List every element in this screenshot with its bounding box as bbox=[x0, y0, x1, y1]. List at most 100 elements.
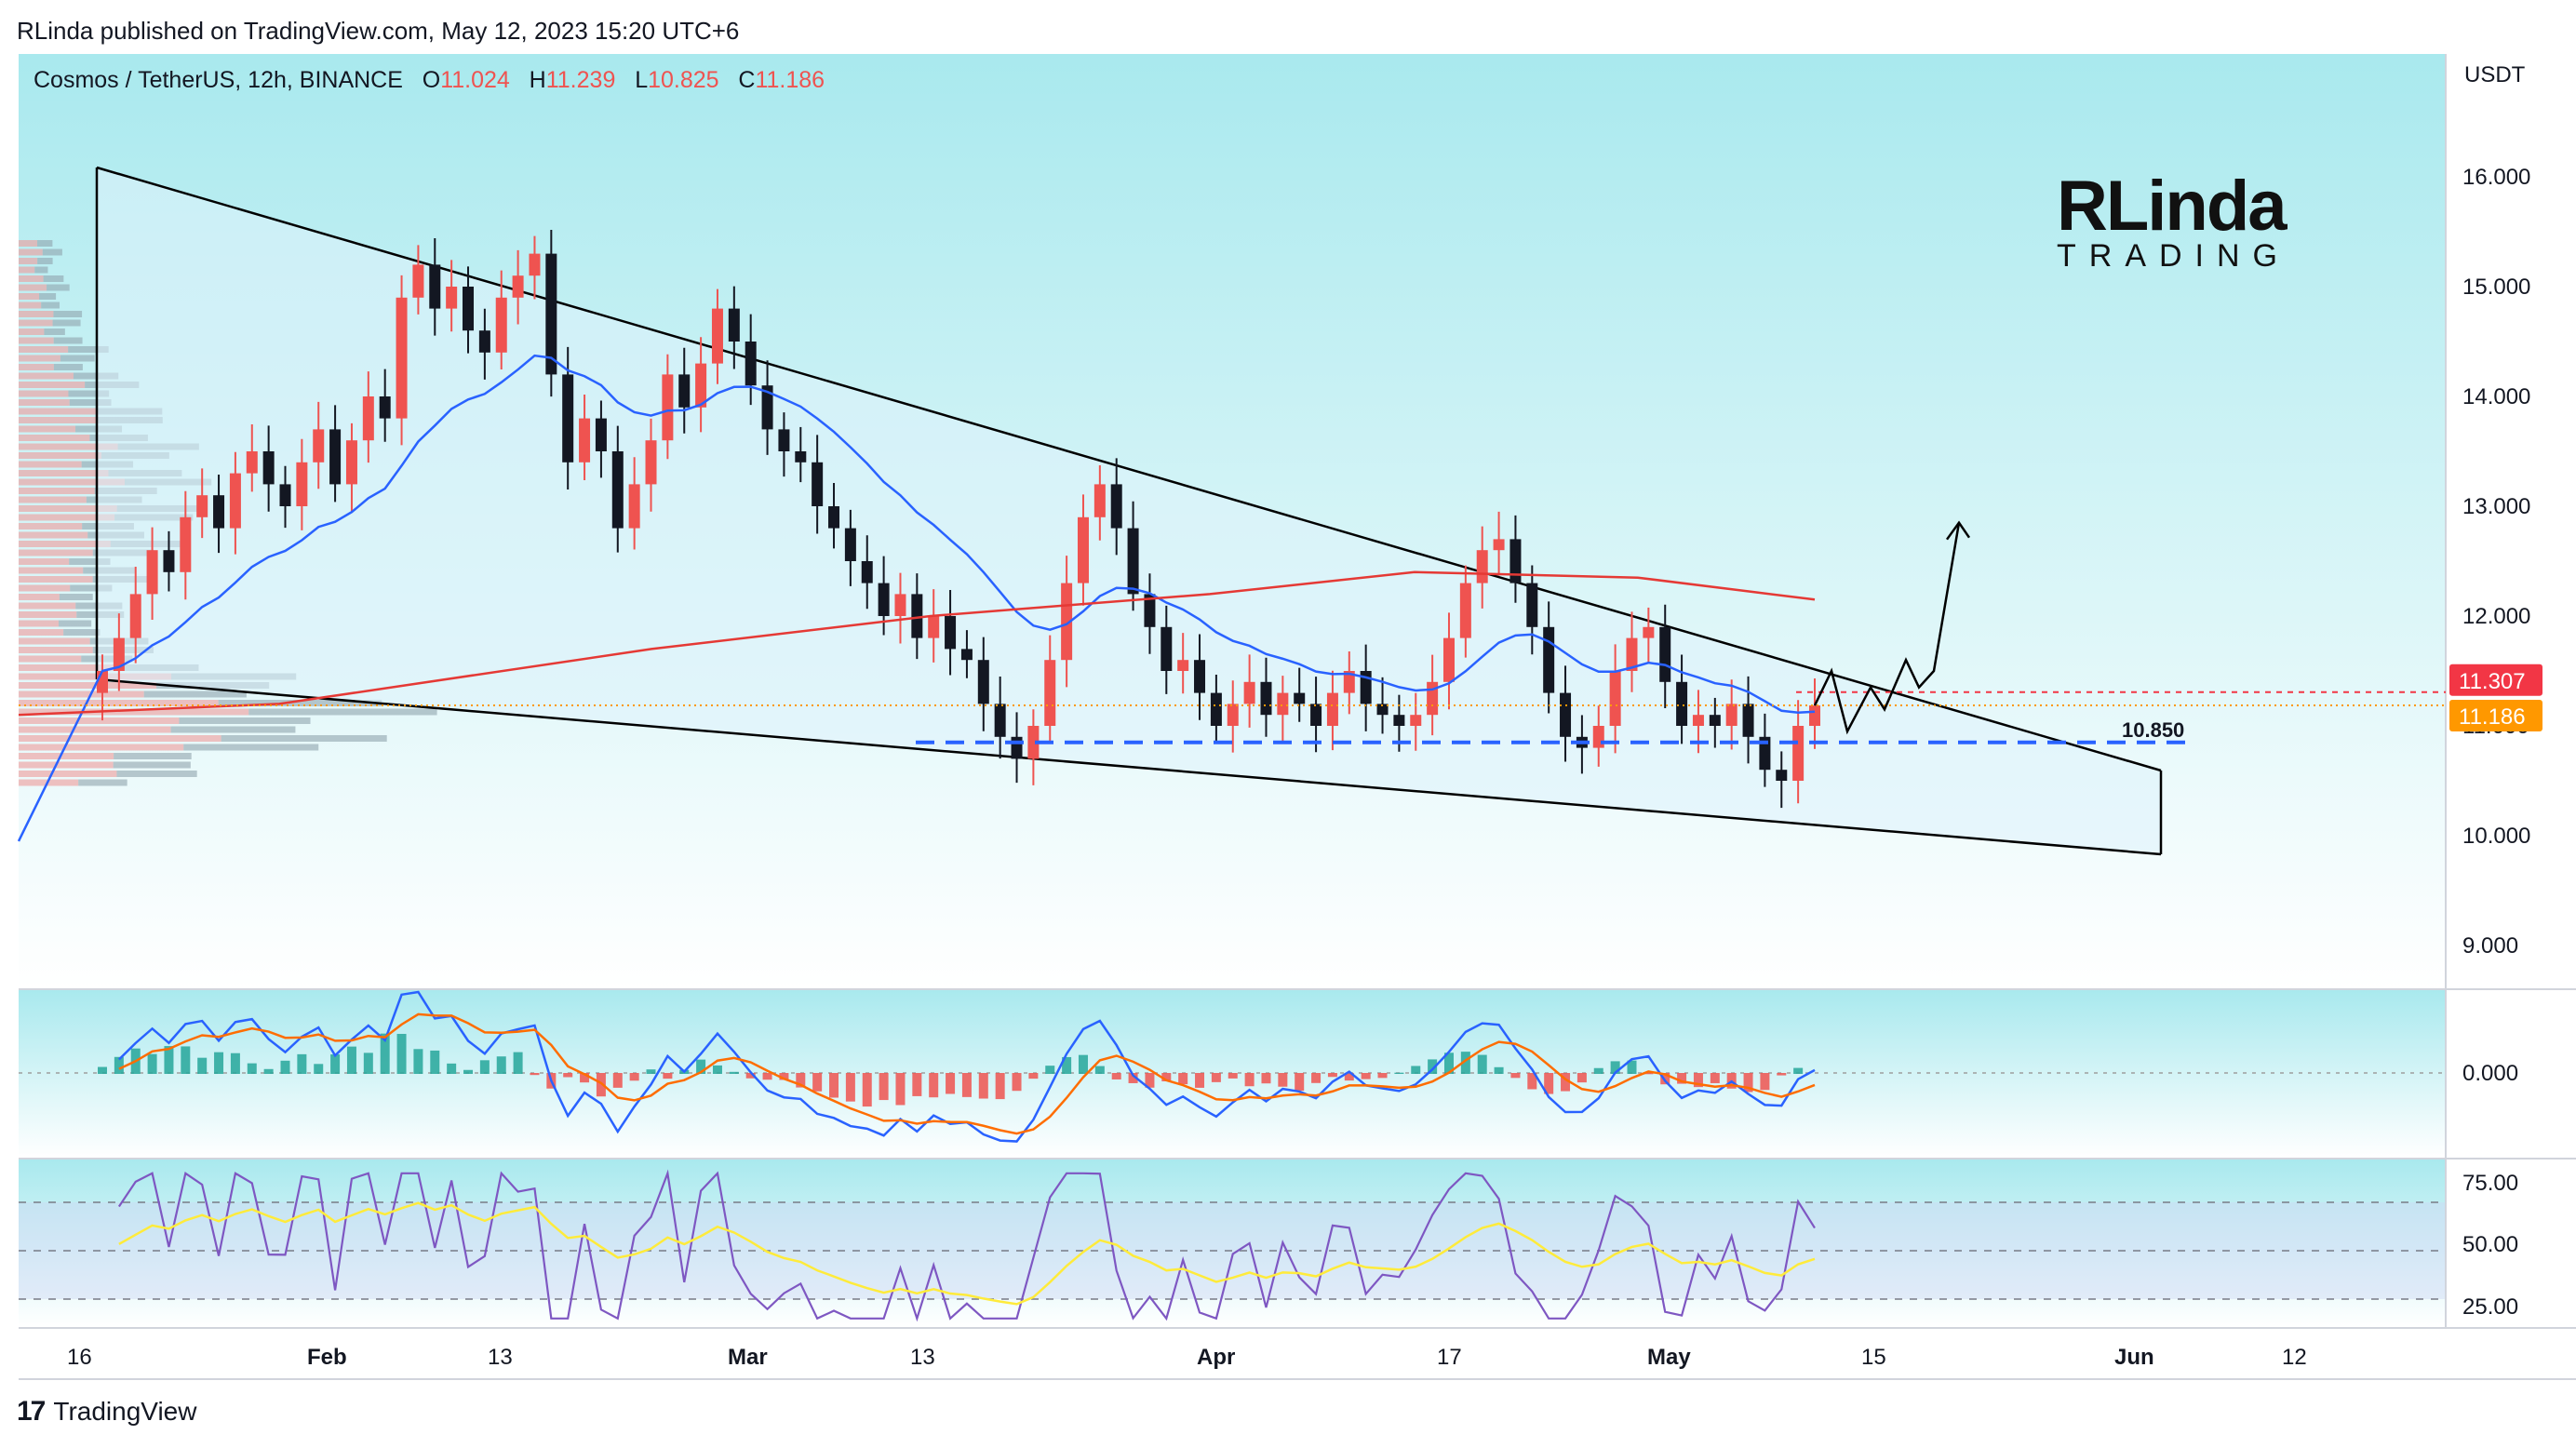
volume-profile-bar-up bbox=[19, 514, 115, 521]
candle-body bbox=[180, 516, 192, 572]
volume-profile-bar-up bbox=[19, 700, 219, 706]
macd-histogram-bar bbox=[1610, 1061, 1620, 1074]
volume-profile-bar-up bbox=[19, 284, 47, 291]
volume-profile-bar-up bbox=[19, 584, 71, 592]
macd-histogram-bar bbox=[230, 1052, 240, 1074]
rsi-tick-label: 75.00 bbox=[2462, 1171, 2518, 1196]
macd-tick-label: 0.000 bbox=[2462, 1061, 2518, 1086]
candle-body bbox=[1210, 692, 1222, 726]
macd-histogram-bar bbox=[879, 1073, 889, 1101]
volume-profile-bar-down bbox=[63, 629, 101, 636]
candle-body bbox=[1659, 626, 1671, 682]
candle-body bbox=[1393, 715, 1405, 726]
candle-body bbox=[1161, 626, 1173, 671]
volume-profile-bar-down bbox=[41, 302, 60, 309]
candle-body bbox=[113, 637, 125, 671]
candle-body bbox=[1227, 704, 1239, 726]
macd-histogram-bar bbox=[1062, 1056, 1072, 1074]
candle-body bbox=[146, 550, 158, 595]
candle-body bbox=[1144, 594, 1156, 627]
volume-profile-bar-up bbox=[19, 319, 53, 327]
macd-histogram-bar bbox=[1295, 1073, 1305, 1092]
macd-histogram-bar bbox=[995, 1073, 1005, 1100]
candle-body bbox=[262, 451, 275, 485]
currency-label: USDT bbox=[2464, 62, 2526, 87]
candle-body bbox=[1077, 516, 1089, 583]
macd-histogram-bar bbox=[164, 1046, 174, 1074]
volume-profile-bar-up bbox=[19, 637, 90, 645]
price-axis: 16.00015.00014.00013.00012.00011.00010.0… bbox=[2462, 165, 2530, 959]
candle-body bbox=[1543, 626, 1555, 693]
macd-histogram-bar bbox=[1593, 1067, 1603, 1074]
candle-body bbox=[878, 583, 890, 616]
volume-profile-bar-up bbox=[19, 266, 35, 274]
watermark-bottom-text: TRADING bbox=[2057, 238, 2290, 274]
volume-profile-bar-down bbox=[221, 735, 387, 742]
macd-histogram-bar bbox=[663, 1073, 673, 1079]
candle-body bbox=[362, 396, 374, 441]
volume-profile-bar-down bbox=[53, 337, 83, 344]
macd-histogram-bar bbox=[629, 1073, 639, 1081]
candle-body bbox=[1093, 484, 1106, 517]
volume-profile-bar-up bbox=[19, 620, 59, 627]
price-tick-label: 15.000 bbox=[2462, 275, 2530, 300]
macd-histogram-bar bbox=[1145, 1073, 1155, 1088]
volume-profile-bar-up bbox=[19, 744, 184, 751]
ema-fast-line bbox=[17, 354, 1816, 842]
candle-body bbox=[512, 275, 524, 298]
macd-histogram-bar bbox=[1261, 1073, 1271, 1084]
macd-histogram-bar bbox=[346, 1046, 356, 1074]
volume-profile-bar-down bbox=[53, 364, 83, 370]
price-tick-label: 9.000 bbox=[2462, 933, 2518, 959]
candle-body bbox=[695, 363, 707, 408]
macd-histogram-bar bbox=[1544, 1073, 1554, 1094]
volume-profile-bar-up bbox=[19, 417, 99, 423]
volume-profile-bar-up bbox=[19, 629, 64, 636]
volume-profile-bar-down bbox=[34, 266, 48, 274]
candle-body bbox=[129, 594, 141, 638]
candle-body bbox=[1110, 484, 1122, 529]
candle-body bbox=[529, 253, 541, 276]
macd-histogram-bar bbox=[1278, 1073, 1288, 1087]
volume-profile-bar-up bbox=[19, 567, 84, 574]
volume-profile-bar-down bbox=[143, 690, 247, 698]
rlinda-watermark-logo: RLinda TRADING bbox=[2057, 166, 2299, 277]
candle-body bbox=[1061, 583, 1073, 661]
symbol-legend[interactable]: Cosmos / TetherUS, 12h, BINANCE O11.024 … bbox=[34, 67, 825, 94]
macd-histogram-bar bbox=[1195, 1073, 1205, 1088]
macd-histogram-bar bbox=[796, 1073, 806, 1088]
candle-body bbox=[1692, 715, 1704, 726]
volume-profile-bar-up bbox=[19, 496, 87, 503]
rsi-indicator: 75.00 50.00 25.00 bbox=[19, 1169, 2518, 1322]
volume-profile-bar-up bbox=[19, 708, 249, 716]
time-tick-label: Jun bbox=[2114, 1345, 2154, 1370]
volume-profile-bar-up bbox=[19, 761, 114, 769]
macd-histogram-bar bbox=[1327, 1073, 1337, 1078]
candle-body bbox=[1725, 704, 1737, 726]
volume-profile-bar-down bbox=[183, 744, 319, 751]
volume-profile-bar-down bbox=[43, 275, 64, 282]
macd-histogram-bar bbox=[263, 1068, 274, 1074]
support-level-label: 10.850 bbox=[2122, 718, 2184, 742]
candle-body bbox=[1044, 660, 1056, 726]
volume-profile-bar-down bbox=[70, 584, 113, 592]
macd-histogram-bar bbox=[580, 1073, 590, 1083]
candle-body bbox=[595, 418, 607, 451]
macd-histogram-bar bbox=[114, 1056, 124, 1074]
macd-indicator: 0.000 bbox=[19, 990, 2518, 1143]
volume-profile-bar-up bbox=[19, 690, 144, 698]
volume-profile-bar-up bbox=[19, 364, 54, 370]
candle-body bbox=[1027, 726, 1040, 759]
volume-profile-bar-down bbox=[78, 779, 127, 786]
macd-histogram-bar bbox=[779, 1073, 789, 1080]
volume-profile-bar-up bbox=[19, 328, 45, 335]
macd-histogram-bar bbox=[1693, 1073, 1703, 1088]
candle-body bbox=[329, 429, 342, 485]
rsi-ma-line bbox=[118, 1201, 1816, 1306]
macd-histogram-bar bbox=[1644, 1073, 1654, 1075]
volume-profile-bar-up bbox=[19, 302, 42, 309]
volume-profile-bar-up bbox=[19, 558, 70, 565]
tradingview-footer-logo[interactable]: 17 TradingView bbox=[17, 1396, 196, 1428]
volume-profile-bar-down bbox=[114, 753, 192, 759]
